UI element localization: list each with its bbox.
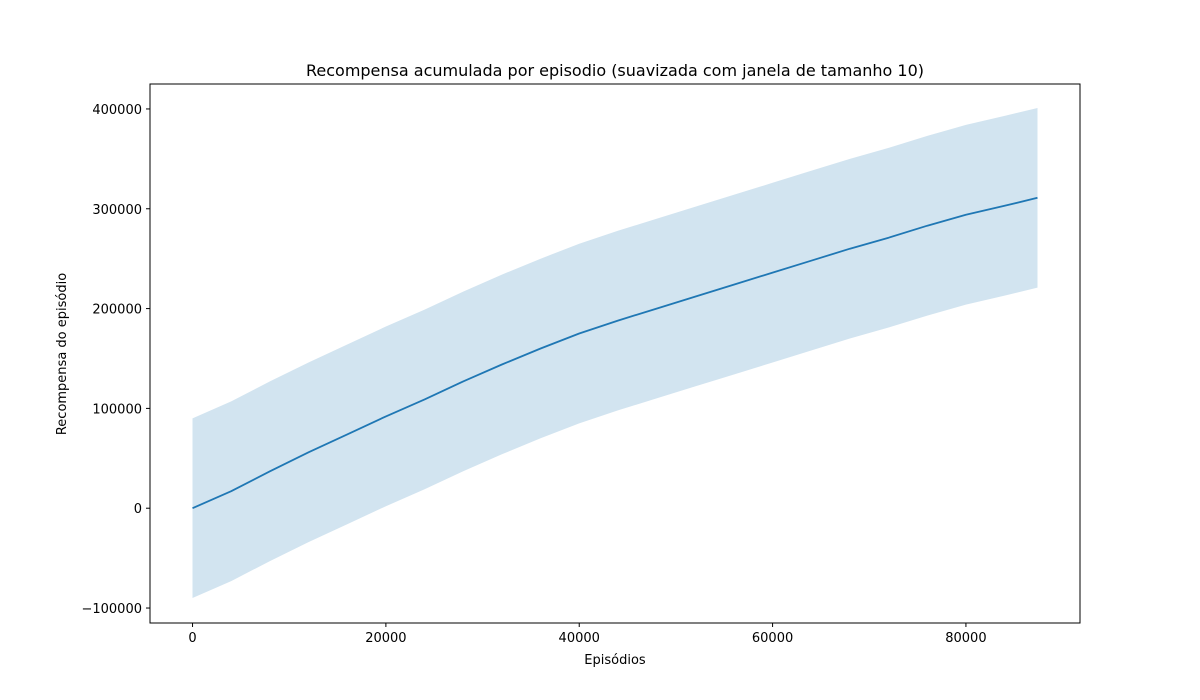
confidence-band-layer [192, 108, 1038, 598]
x-axis: 0 20000 40000 60000 80000 [188, 623, 987, 646]
chart-title: Recompensa acumulada por episodio (suavi… [306, 61, 924, 80]
y-tick-label: 100000 [92, 402, 142, 417]
y-tick-label: 0 [134, 502, 142, 517]
series-line-layer [192, 196, 1038, 510]
y-tick-label: −100000 [81, 602, 142, 617]
x-tick-label: 40000 [559, 631, 600, 646]
x-tick-label: 60000 [752, 631, 793, 646]
y-axis-label: Recompensa do episódio [55, 273, 70, 435]
x-axis-label: Episódios [584, 653, 646, 668]
series-line [192, 196, 1038, 510]
plot-frame [149, 83, 1081, 624]
y-tick-label: 200000 [92, 303, 142, 318]
x-tick-label: 20000 [365, 631, 406, 646]
y-tick-label: 300000 [92, 203, 142, 218]
y-axis: −100000 0 100000 200000 300000 400000 [81, 103, 150, 617]
x-tick-label: 0 [188, 631, 196, 646]
y-tick-label: 400000 [92, 103, 142, 118]
x-tick-label: 80000 [945, 631, 986, 646]
confidence-band [192, 108, 1038, 598]
